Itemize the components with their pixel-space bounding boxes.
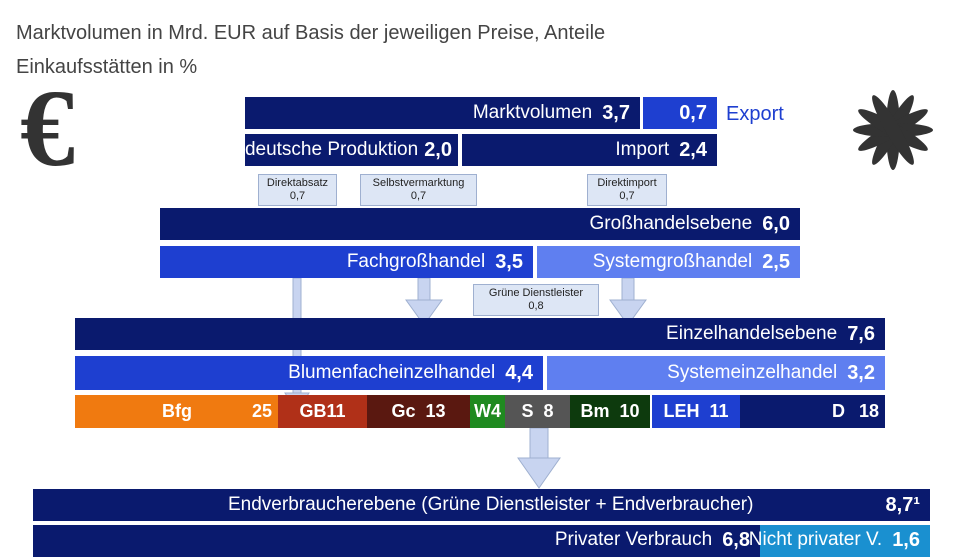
label: Fachgroßhandel bbox=[346, 251, 486, 272]
export-bar: 0,7 bbox=[643, 97, 717, 129]
label: Bfg bbox=[161, 401, 192, 421]
value: 0,7 bbox=[289, 190, 306, 202]
value: 2,0 bbox=[424, 138, 452, 161]
label: Direktabsatz bbox=[266, 177, 329, 189]
specialist-wholesale-bar: Fachgroßhandel 3,5 bbox=[160, 246, 533, 278]
value: 0,8 bbox=[528, 300, 544, 312]
value: 1,6 bbox=[892, 529, 920, 551]
value: 7,6 bbox=[847, 322, 875, 345]
value: 11 bbox=[709, 401, 729, 421]
value: 8 bbox=[543, 401, 554, 421]
value: 3,2 bbox=[847, 361, 875, 384]
label: S bbox=[521, 401, 534, 421]
label: Systemgroßhandel bbox=[592, 251, 753, 272]
nonprivate-bar: Nicht privater V. 1,6 bbox=[749, 525, 930, 557]
share-segment: Bm 10 bbox=[570, 395, 650, 428]
value: 2,4 bbox=[679, 138, 707, 161]
label: Direktimport bbox=[597, 177, 657, 189]
share-segment: W4 bbox=[470, 395, 505, 428]
label: Nicht privater V. bbox=[748, 529, 883, 550]
wholesale-bar: Großhandelsebene 6,0 bbox=[160, 208, 800, 240]
system-wholesale-bar: Systemgroßhandel 2,5 bbox=[537, 246, 800, 278]
label: Systemeinzelhandel bbox=[667, 362, 838, 383]
label: W4 bbox=[474, 401, 501, 421]
label: Privater Verbrauch bbox=[554, 529, 713, 550]
subtitle-line: Einkaufsstätten in % bbox=[16, 56, 198, 78]
private-bar: Privater Verbrauch 6,8 bbox=[33, 525, 760, 557]
florist-retail-bar: Blumenfacheinzelhandel 4,4 bbox=[75, 356, 543, 390]
system-retail-bar: Systemeinzelhandel 3,2 bbox=[547, 356, 885, 390]
value: 3,5 bbox=[495, 250, 523, 273]
euro-icon: € bbox=[20, 67, 75, 189]
label: Bm bbox=[580, 401, 610, 421]
production-bar: deutsche Produktion 2,0 bbox=[245, 134, 458, 166]
value: 6,8 bbox=[722, 529, 750, 551]
label: Gc bbox=[391, 401, 416, 421]
export-label: Export bbox=[726, 103, 784, 125]
label: Marktvolumen bbox=[472, 102, 593, 123]
consumer-bar: Endverbraucherebene (Grüne Dienstleister… bbox=[33, 489, 930, 521]
share-segment: GB11 bbox=[278, 395, 367, 428]
value: 0,7 bbox=[679, 101, 707, 124]
label: Import bbox=[615, 139, 670, 160]
label: GB11 bbox=[299, 401, 346, 421]
label: Einzelhandelsebene bbox=[666, 323, 838, 344]
label: deutsche Produktion bbox=[244, 139, 419, 160]
share-segment: D 18 bbox=[740, 395, 885, 428]
value: 25 bbox=[251, 401, 272, 421]
value: 2,5 bbox=[762, 250, 790, 273]
market-bar: Marktvolumen 3,7 bbox=[245, 97, 640, 129]
flower-icon bbox=[853, 90, 933, 170]
value: 8,7¹ bbox=[885, 493, 920, 516]
subtitle-line: Marktvolumen in Mrd. EUR auf Basis der j… bbox=[16, 22, 606, 44]
label: Endverbraucherebene (Grüne Dienstleister… bbox=[228, 494, 754, 515]
share-segment: Gc 13 bbox=[367, 395, 470, 428]
label: LEH bbox=[663, 401, 700, 421]
channel-box: Direktabsatz 0,7 bbox=[258, 174, 337, 206]
label: Selbstvermarktung bbox=[372, 177, 465, 189]
value: 6,0 bbox=[762, 212, 790, 235]
green-services-box: Grüne Dienstleister 0,8 bbox=[473, 284, 599, 316]
value: 4,4 bbox=[505, 361, 533, 384]
value: 18 bbox=[858, 401, 879, 421]
decorations: € bbox=[20, 67, 933, 489]
label: Grüne Dienstleister bbox=[488, 287, 584, 299]
import-bar: Import 2,4 bbox=[462, 134, 717, 166]
retail-bar: Einzelhandelsebene 7,6 bbox=[75, 318, 885, 350]
value: 3,7 bbox=[602, 101, 630, 124]
label: D bbox=[831, 401, 845, 421]
value: 13 bbox=[425, 401, 446, 421]
page: Marktvolumen in Mrd. EUR auf Basis der j… bbox=[16, 22, 933, 557]
value: 0,7 bbox=[619, 190, 635, 202]
value: 10 bbox=[619, 401, 640, 421]
share-segment: Bfg 25 bbox=[75, 395, 278, 428]
label: Großhandelsebene bbox=[589, 213, 753, 234]
channel-box: Direktimport 0,7 bbox=[587, 174, 667, 206]
value: 0,7 bbox=[410, 190, 427, 202]
channel-box: Selbstvermarktung 0,7 bbox=[360, 174, 477, 206]
label: Blumenfacheinzelhandel bbox=[288, 362, 496, 383]
share-segment: LEH 11 bbox=[652, 395, 740, 428]
